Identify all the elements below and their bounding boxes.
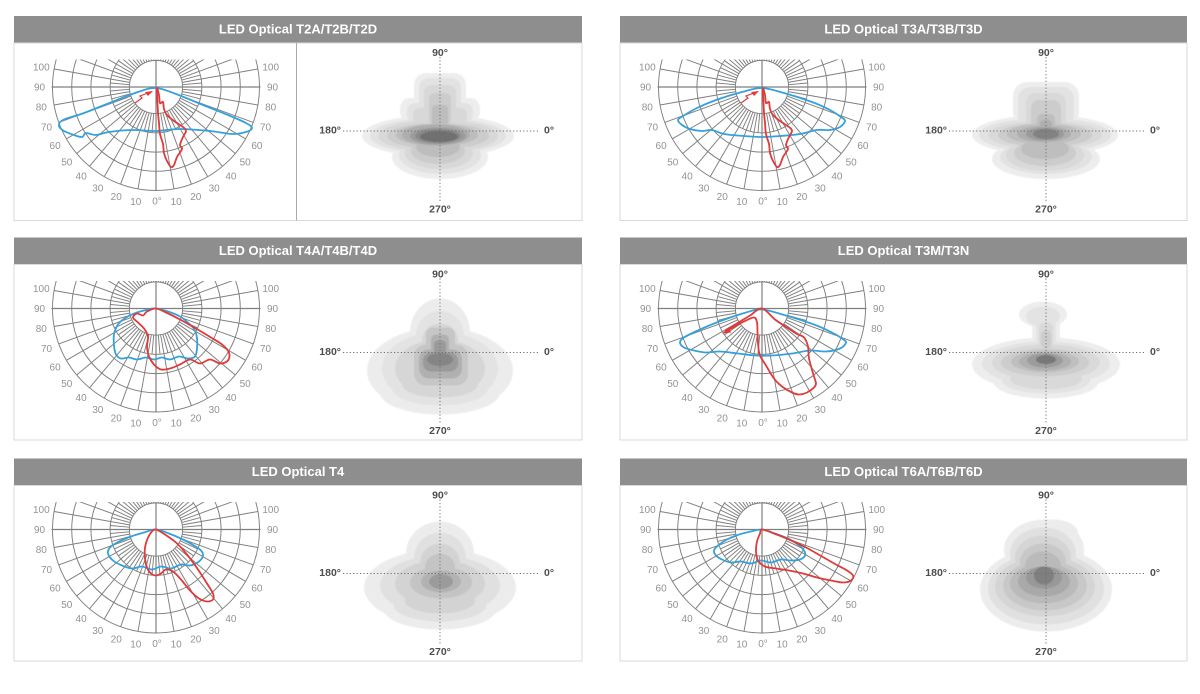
svg-text:LED Optical T4A/T4B/T4D: LED Optical T4A/T4B/T4D (219, 243, 377, 258)
svg-text:LED Optical T2A/T2B/T2D: LED Optical T2A/T2B/T2D (219, 22, 377, 37)
svg-text:LED Optical T3A/T3B/T3D: LED Optical T3A/T3B/T3D (824, 22, 982, 37)
svg-text:LED Optical T4: LED Optical T4 (252, 464, 345, 479)
svg-text:LED Optical T6A/T6B/T6D: LED Optical T6A/T6B/T6D (824, 464, 982, 479)
svg-text:LED Optical T3M/T3N: LED Optical T3M/T3N (838, 243, 969, 258)
